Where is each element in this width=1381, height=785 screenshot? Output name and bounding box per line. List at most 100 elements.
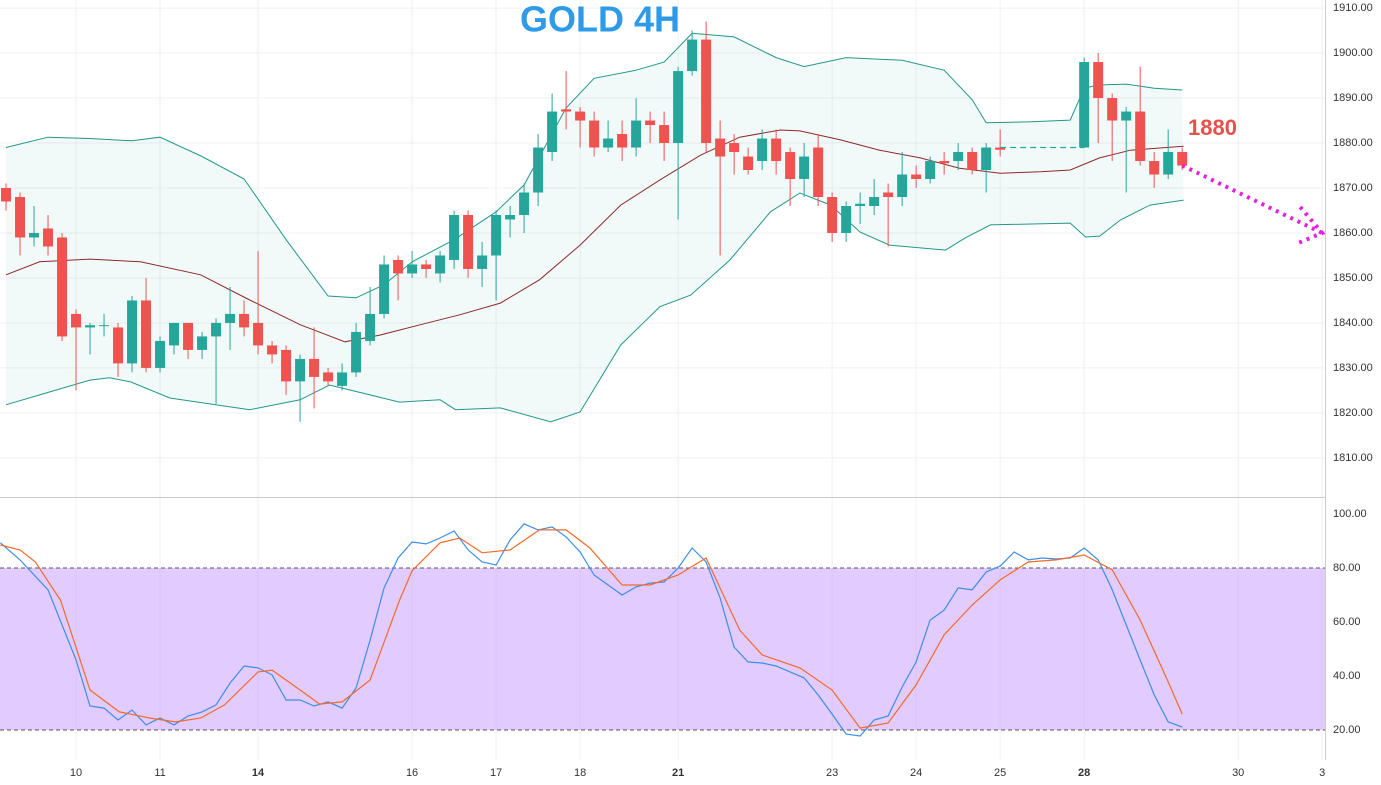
y-tick-label: 1840.00 [1333, 317, 1373, 329]
candle-body [127, 300, 138, 364]
x-tick-label: 11 [154, 767, 165, 779]
candle-body [715, 138, 726, 157]
candle-body [449, 214, 460, 260]
candle-body [1093, 62, 1104, 99]
candle-body [267, 345, 278, 355]
candle-body [589, 120, 600, 148]
candle-body [813, 147, 824, 198]
candle-body [547, 111, 558, 153]
candle-body [533, 147, 544, 193]
candle-body [435, 255, 446, 274]
candle-body [995, 147, 1006, 150]
candle-body [477, 255, 488, 269]
candle-body [631, 120, 642, 148]
candle-body [561, 109, 572, 112]
candle-body [939, 161, 950, 164]
candle-body [295, 358, 306, 382]
candle-body [827, 197, 838, 233]
stochastic-line [0, 523, 1183, 737]
x-tick-label: 30 [1232, 767, 1244, 779]
candle-body [155, 340, 166, 368]
y-tick-label: 40.00 [1333, 670, 1361, 682]
candle-body [393, 259, 404, 274]
candle-body [645, 120, 656, 126]
candle-body [925, 161, 936, 180]
candle-body [883, 192, 894, 198]
candle-body [701, 39, 712, 144]
candle-body [183, 322, 194, 350]
candle-body [141, 300, 152, 368]
candle-body [687, 39, 698, 72]
candle-body [1135, 111, 1146, 162]
stochastic-line [0, 529, 1183, 729]
candle-body [1177, 152, 1188, 166]
candle-body [29, 232, 40, 238]
x-tick-label: 17 [490, 767, 502, 779]
candle-body [421, 264, 432, 269]
candle-body [15, 197, 26, 238]
candle-body [519, 192, 530, 215]
y-tick-label: 1820.00 [1333, 407, 1373, 419]
y-tick-label: 1830.00 [1333, 362, 1373, 374]
candle-body [785, 152, 796, 180]
y-tick-label: 1910.00 [1333, 2, 1373, 14]
candle-body [603, 138, 614, 148]
y-tick-label: 1810.00 [1333, 452, 1373, 464]
candle-body [1, 188, 12, 202]
candle-body [743, 156, 754, 171]
chart-title: GOLD 4H [520, 0, 680, 40]
x-tick-label: 23 [826, 767, 838, 779]
candle-body [1107, 98, 1118, 121]
candle-body [85, 325, 96, 328]
y-tick-label: 1900.00 [1333, 47, 1373, 59]
x-tick-label: 14 [252, 767, 265, 779]
candle-body [981, 147, 992, 171]
y-tick-label: 1860.00 [1333, 227, 1373, 239]
candle-body [673, 71, 684, 144]
candle-body [575, 111, 586, 121]
candle-body [799, 156, 810, 180]
candle-body [505, 214, 516, 220]
candle-body [757, 138, 768, 162]
candle-body [239, 313, 250, 328]
candle-body [1163, 152, 1174, 175]
candle-body [43, 228, 54, 247]
y-tick-label: 20.00 [1333, 724, 1361, 736]
x-tick-label: 24 [910, 767, 922, 779]
candle-body [407, 264, 418, 274]
candle-body [337, 372, 348, 386]
candle-body [953, 152, 964, 162]
y-tick-label: 1880.00 [1333, 137, 1373, 149]
candle-body [365, 313, 376, 341]
x-tick-label: 16 [406, 767, 418, 779]
candle-body [253, 322, 264, 346]
candle-body [617, 134, 628, 148]
x-tick-label: 18 [574, 767, 586, 779]
x-tick-label: 3 [1319, 767, 1325, 779]
x-tick-label: 25 [994, 767, 1006, 779]
x-tick-label: 10 [70, 767, 82, 779]
projection-arrowhead [1297, 205, 1326, 245]
projection-line [1181, 163, 1324, 235]
candle-body [57, 237, 68, 337]
annotation: 1880 [1188, 115, 1237, 140]
candle-body [869, 197, 880, 206]
candle-body [729, 143, 740, 153]
candle-body [169, 322, 180, 346]
y-tick-label: 1850.00 [1333, 272, 1373, 284]
candle-body [281, 349, 292, 382]
candle-body [225, 313, 236, 323]
bollinger-line [5, 192, 1184, 423]
candle-body [351, 331, 362, 373]
candle-body [967, 152, 978, 171]
y-tick-label: 60.00 [1333, 616, 1361, 628]
candle-body [771, 138, 782, 162]
candle-body [1079, 62, 1090, 148]
candle-body [99, 325, 110, 327]
candle-body [1149, 161, 1160, 175]
y-tick-label: 1890.00 [1333, 92, 1373, 104]
candle-body [463, 214, 474, 269]
